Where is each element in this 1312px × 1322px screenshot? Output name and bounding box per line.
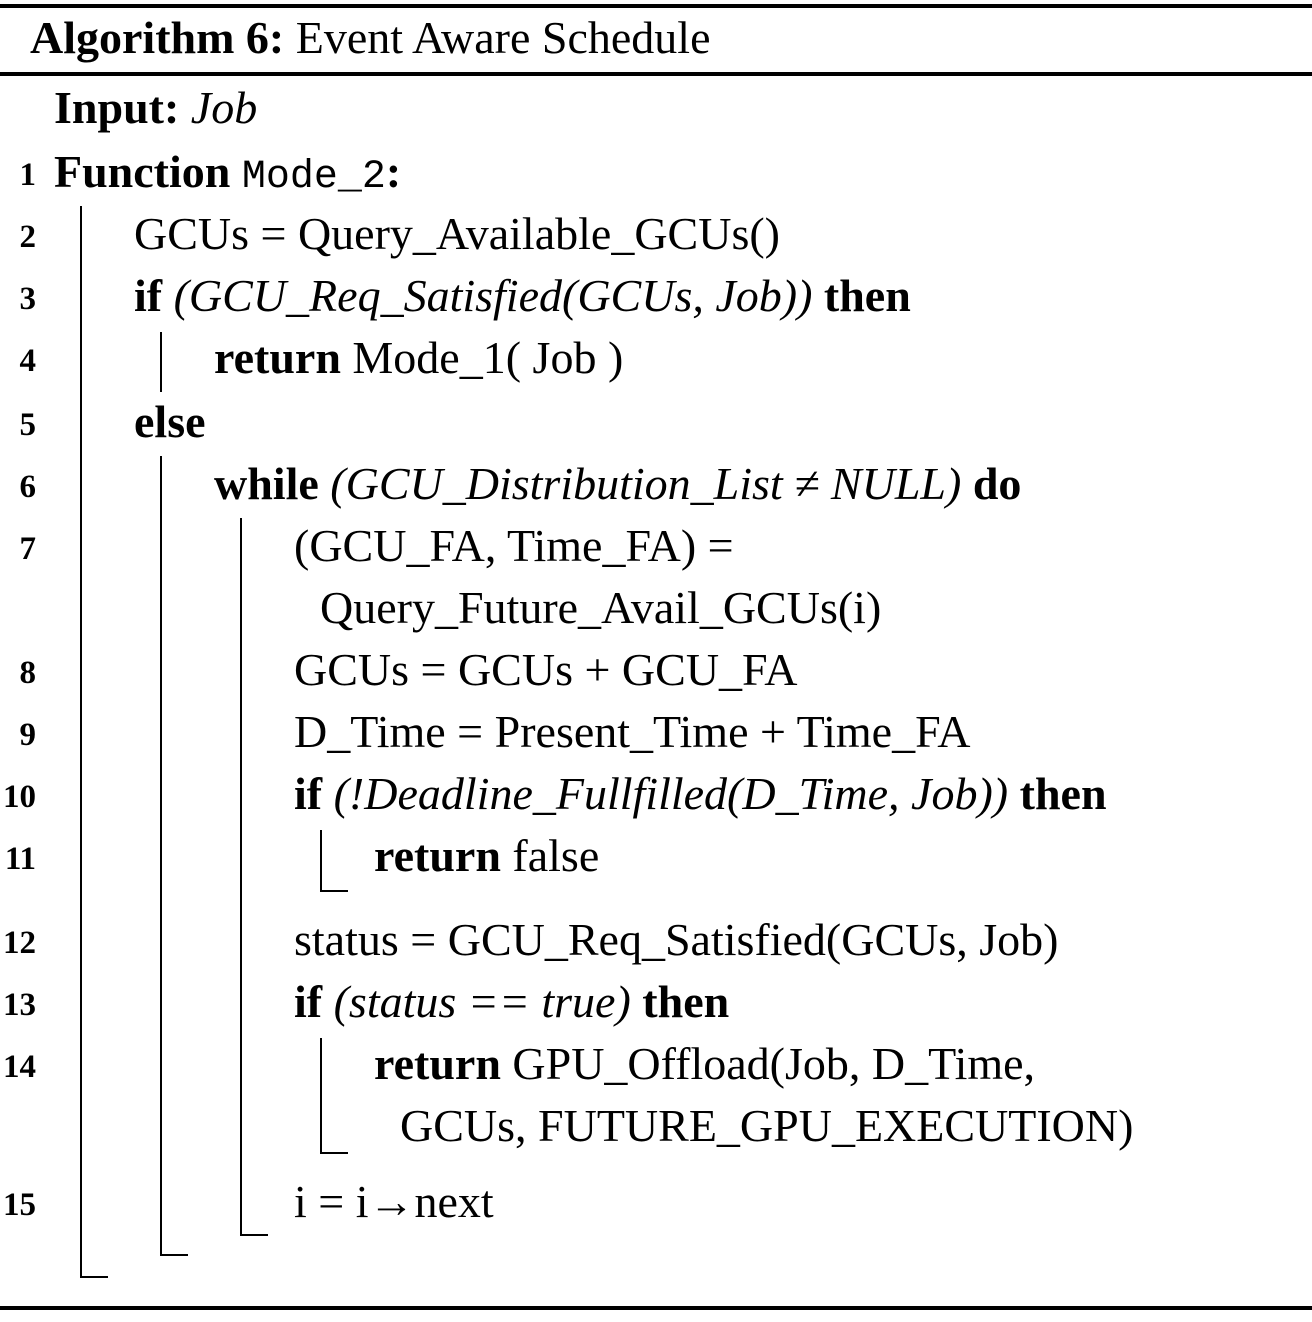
while-keyword: while (214, 458, 319, 509)
if-keyword: if (294, 768, 323, 819)
code-line: return GPU_Offload(Job, D_Time, (374, 1034, 1035, 1094)
condition-text: (status == true) (333, 976, 631, 1027)
code-line: if (status == true) then (294, 972, 729, 1032)
line-number: 10 (3, 779, 36, 815)
line-number: 1 (19, 157, 37, 193)
code-line: GCUs = Query_Available_GCUs() (134, 204, 780, 264)
function-name: Mode_2 (241, 155, 386, 200)
else-block-bar (160, 456, 162, 1256)
condition-text: (GCU_Req_Satisfied(GCUs, Job)) (173, 270, 813, 321)
algorithm-label: Algorithm 6: (30, 12, 285, 63)
if-keyword: if (134, 270, 163, 321)
else-keyword: else (134, 396, 206, 447)
line-number: 13 (3, 987, 36, 1023)
statement-continuation: GCUs, FUTURE_GPU_EXECUTION) (400, 1100, 1134, 1151)
line-number: 6 (19, 469, 37, 505)
code-line-continuation: GCUs, FUTURE_GPU_EXECUTION) (400, 1096, 1133, 1156)
return-keyword: return (374, 1038, 501, 1089)
while-block-bar (240, 518, 242, 1236)
statement-text: i = i→next (294, 1176, 494, 1227)
line-number: 4 (19, 343, 37, 379)
code-line: (GCU_FA, Time_FA) = (294, 516, 734, 576)
status-if-block-bar (320, 1038, 322, 1154)
return-keyword: return (214, 332, 341, 383)
code-line: D_Time = Present_Time + Time_FA (294, 702, 970, 762)
line-number: 8 (19, 655, 37, 691)
line-number: 12 (3, 925, 36, 961)
input-value: Job (190, 82, 258, 133)
statement-text: D_Time = Present_Time + Time_FA (294, 706, 971, 757)
if-block-bar (160, 332, 162, 392)
function-colon: : (385, 146, 402, 197)
input-label: Input: (54, 82, 180, 133)
deadline-if-block-bar (320, 830, 322, 892)
status-if-block-end (320, 1152, 348, 1154)
line-number: 15 (3, 1187, 36, 1223)
deadline-if-block-end (320, 890, 348, 892)
function-keyword: Function (54, 146, 231, 197)
code-line: return Mode_1( Job ) (214, 328, 623, 388)
bottom-rule (0, 1306, 1312, 1310)
statement-text: GCUs = GCUs + GCU_FA (294, 644, 798, 695)
top-rule (0, 4, 1312, 8)
function-line: Function Mode_2: (54, 142, 401, 202)
if-keyword: if (294, 976, 323, 1027)
code-line: if (!Deadline_Fullfilled(D_Time, Job)) t… (294, 764, 1107, 824)
code-line: if (GCU_Req_Satisfied(GCUs, Job)) then (134, 266, 911, 326)
else-block-end (160, 1254, 188, 1256)
line-number: 2 (19, 219, 37, 255)
code-line: else (134, 392, 206, 452)
statement-text: GCUs = Query_Available_GCUs() (134, 208, 780, 259)
line-number: 9 (19, 717, 37, 753)
algorithm-caption: Algorithm 6: Event Aware Schedule (30, 8, 711, 68)
input-line: Input: Job (54, 78, 257, 138)
statement-text: Mode_1( Job ) (352, 332, 624, 383)
statement-text: (GCU_FA, Time_FA) = (294, 520, 734, 571)
code-line: GCUs = GCUs + GCU_FA (294, 640, 797, 700)
statement-text: false (512, 830, 600, 881)
line-number: 7 (19, 531, 37, 567)
statement-text: status = GCU_Req_Satisfied(GCUs, Job) (294, 914, 1059, 965)
statement-text: GPU_Offload(Job, D_Time, (512, 1038, 1036, 1089)
line-number: 3 (19, 281, 37, 317)
condition-text: (GCU_Distribution_List ≠ NULL) (330, 458, 962, 509)
do-keyword: do (972, 458, 1022, 509)
line-number: 14 (3, 1049, 36, 1085)
then-keyword: then (1019, 768, 1107, 819)
line-number: 11 (4, 841, 36, 877)
code-line: status = GCU_Req_Satisfied(GCUs, Job) (294, 910, 1058, 970)
code-line: while (GCU_Distribution_List ≠ NULL) do (214, 454, 1021, 514)
then-keyword: then (823, 270, 911, 321)
then-keyword: then (642, 976, 730, 1027)
algorithm-name: Event Aware Schedule (295, 12, 711, 63)
return-keyword: return (374, 830, 501, 881)
function-block-bar (80, 206, 82, 1278)
function-block-end (80, 1276, 108, 1278)
condition-text: (!Deadline_Fullfilled(D_Time, Job)) (333, 768, 1009, 819)
line-number: 5 (19, 407, 37, 443)
statement-continuation: Query_Future_Avail_GCUs(i) (320, 582, 882, 633)
code-line: i = i→next (294, 1172, 494, 1232)
header-rule (0, 72, 1312, 76)
code-line-continuation: Query_Future_Avail_GCUs(i) (320, 578, 881, 638)
while-block-end (240, 1234, 268, 1236)
code-line: return false (374, 826, 599, 886)
